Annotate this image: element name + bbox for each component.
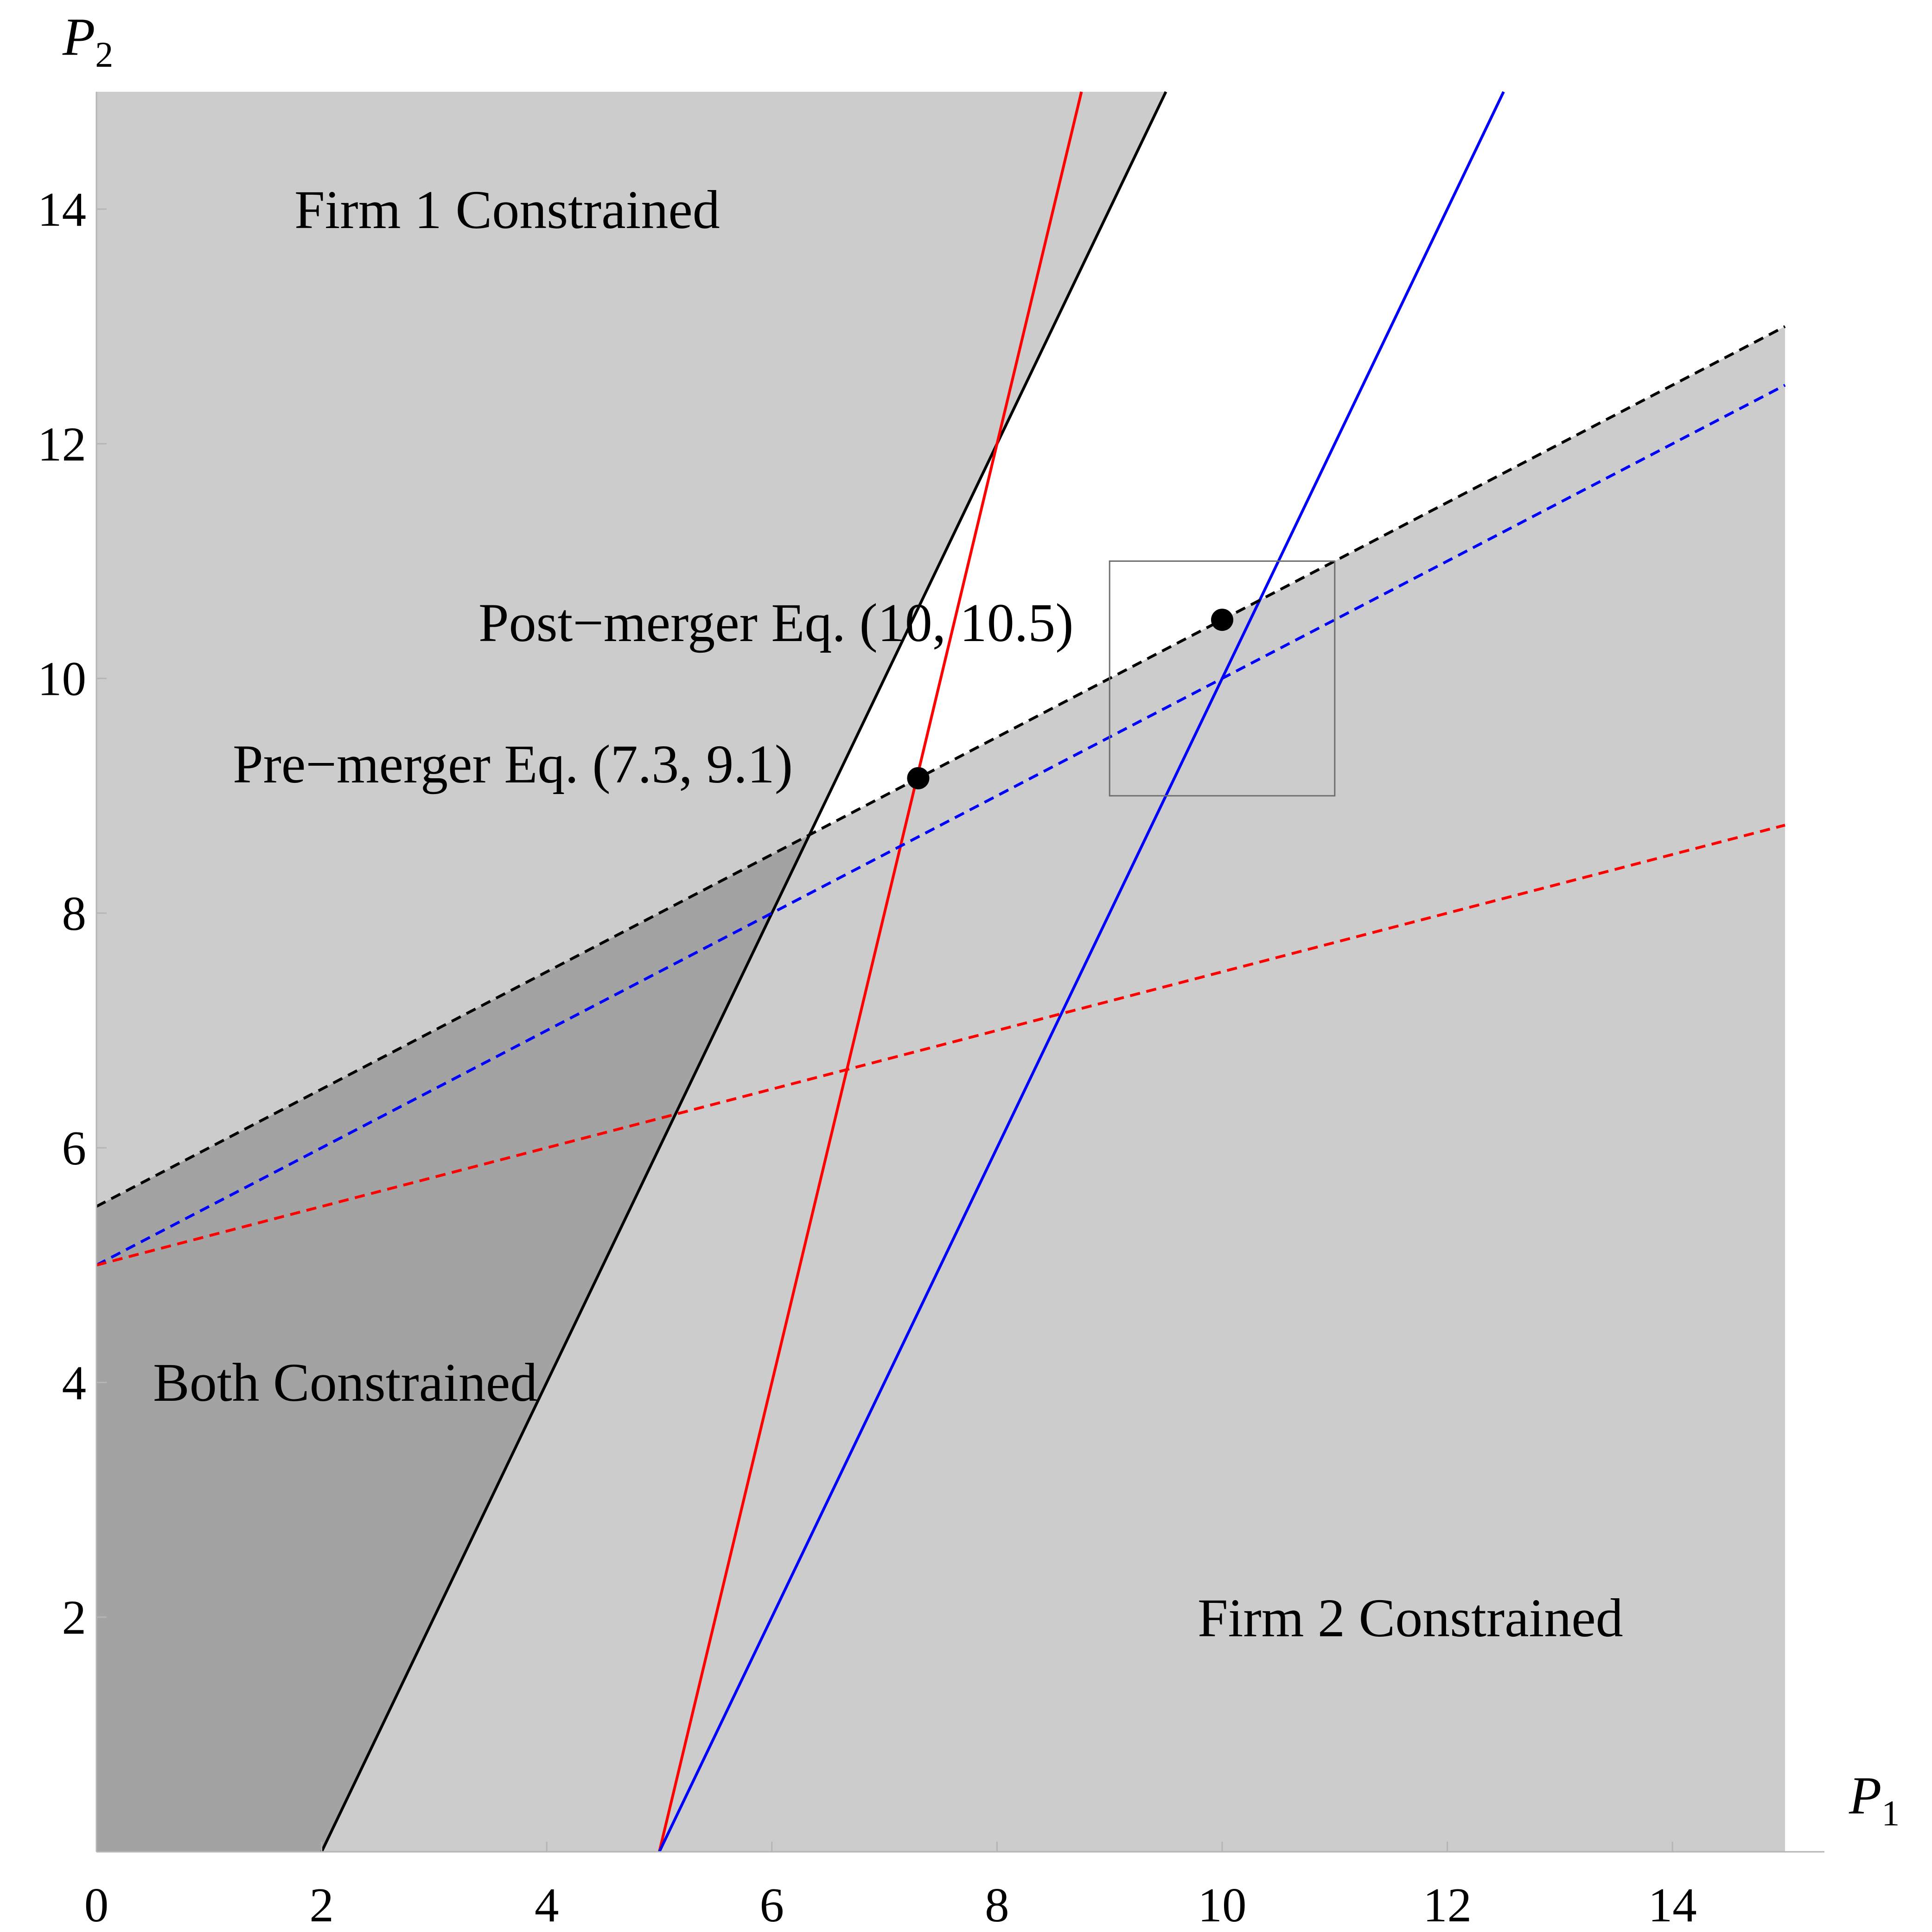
y-tick-label: 4 <box>62 1355 87 1410</box>
y-tick-label: 14 <box>38 182 86 236</box>
shaded-regions <box>96 92 1785 1852</box>
y-tick-label: 2 <box>62 1590 87 1645</box>
region-both-constrained <box>96 835 810 1852</box>
x-tick-label: 6 <box>760 1878 784 1932</box>
region-firm-2-constrained <box>321 326 1785 1852</box>
x-tick-label: 10 <box>1198 1878 1247 1932</box>
x-tick-label: 0 <box>84 1878 109 1932</box>
y-tick-label: 12 <box>38 417 86 471</box>
x-tick-label: 4 <box>535 1878 559 1932</box>
inset-box <box>1109 560 1336 797</box>
region-firm-1-constrained <box>96 92 1166 1207</box>
x-tick-label: 8 <box>985 1878 1009 1932</box>
post-merger-label: Post−merger Eq. (10, 10.5) <box>478 592 1074 653</box>
post-merger-point <box>1211 609 1233 631</box>
y-tick-label: 10 <box>38 652 86 706</box>
pre-merger-point <box>907 767 930 789</box>
region-label-firm-2: Firm 2 Constrained <box>1198 1588 1623 1648</box>
pre-merger-label: Pre−merger Eq. (7.3, 9.1) <box>233 734 793 794</box>
region-label-firm-1: Firm 1 Constrained <box>294 179 720 240</box>
solid-line-0 <box>320 91 1167 1853</box>
x-tick-label: 2 <box>309 1878 334 1932</box>
y-tick-label: 6 <box>62 1121 87 1175</box>
y-axis-label: P2 <box>62 7 113 75</box>
x-tick-label: 12 <box>1423 1878 1472 1932</box>
y-tick-label: 8 <box>62 886 87 941</box>
dashed-line-3 <box>96 325 1786 1208</box>
solid-line-2 <box>658 91 1505 1853</box>
dashed-line-5 <box>96 824 1785 1267</box>
region-label-both: Both Constrained <box>153 1352 537 1413</box>
x-tick-label: 14 <box>1648 1878 1697 1932</box>
dashed-line-4 <box>96 384 1786 1266</box>
equilibrium-points <box>907 609 1233 789</box>
series-lines <box>96 91 1786 1853</box>
axes: 0 2 4 6 8 10 12 14 2 4 6 8 10 12 14 <box>38 92 1824 1932</box>
solid-line-1 <box>658 91 1083 1852</box>
x-axis-label: P1 <box>1849 1766 1900 1833</box>
